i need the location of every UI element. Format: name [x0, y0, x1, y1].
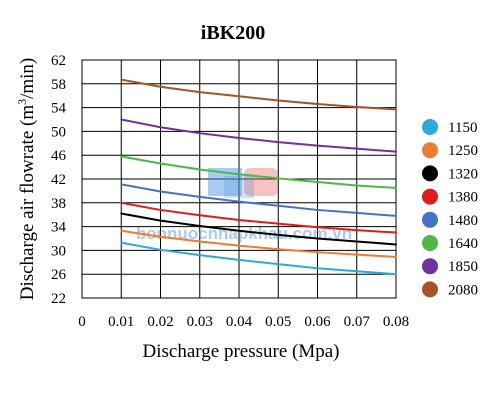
series-line-1150 — [120, 241, 397, 276]
series-lines — [120, 78, 397, 276]
y-tick-label: 62 — [51, 53, 66, 69]
y-tick-label: 38 — [51, 196, 66, 212]
x-tick-label: 0.02 — [147, 314, 173, 330]
legend-marker-1480 — [422, 211, 438, 228]
watermark-logo-icon — [208, 168, 278, 198]
y-tick-label: 58 — [51, 77, 66, 93]
legend-marker-1380 — [422, 188, 438, 205]
series-line-1320 — [120, 212, 397, 246]
x-tick-label: 0.01 — [108, 314, 134, 330]
legend-label-1150: 1150 — [448, 120, 477, 136]
x-tick-label: 0 — [78, 314, 86, 330]
legend-label-2080: 2080 — [448, 282, 478, 298]
x-tick-label: 0.03 — [187, 314, 213, 330]
y-tick-label: 26 — [51, 267, 67, 283]
series-line-1380 — [120, 201, 397, 234]
legend-label-1640: 1640 — [448, 236, 478, 252]
legend-marker-1150 — [422, 119, 438, 135]
legend-marker-1640 — [422, 235, 438, 251]
y-tick-label: 50 — [51, 124, 66, 140]
x-tick-labels: 0 0.01 0.02 0.03 0.04 0.05 0.06 0.07 0.08 — [78, 314, 409, 330]
y-tick-label: 34 — [51, 220, 67, 236]
legend-label-1320: 1320 — [448, 166, 478, 182]
chart-title: iBK200 — [201, 22, 265, 44]
legend: 1150 1250 1320 1380 1480 1640 1850 2080 — [422, 119, 478, 298]
y-tick-label: 42 — [51, 172, 66, 188]
y-tick-label: 22 — [51, 291, 66, 307]
legend-label-1480: 1480 — [448, 213, 478, 229]
series-line-1250 — [120, 229, 397, 258]
x-axis-title: Discharge pressure (Mpa) — [143, 341, 340, 362]
x-tick-label: 0.04 — [226, 314, 253, 330]
x-tick-label: 0.06 — [304, 314, 331, 330]
y-axis-title: Discharge air flowrate (m3/min) — [15, 58, 38, 301]
series-line-1480 — [120, 183, 397, 217]
legend-marker-1320 — [422, 165, 438, 182]
legend-label-1380: 1380 — [448, 190, 478, 206]
legend-marker-1850 — [422, 258, 438, 275]
y-tick-labels: 22 26 30 34 38 42 46 50 54 58 62 — [51, 53, 67, 307]
legend-label-1250: 1250 — [448, 143, 478, 159]
y-tick-label: 54 — [51, 101, 67, 117]
watermark: bonnuocnhapkhau.com.vn — [136, 168, 352, 243]
y-tick-label: 30 — [51, 243, 66, 259]
legend-marker-2080 — [422, 281, 438, 298]
series-line-1850 — [120, 118, 397, 153]
y-tick-label: 46 — [51, 148, 67, 164]
x-tick-label: 0.07 — [344, 314, 371, 330]
series-line-1640 — [120, 155, 397, 189]
legend-marker-1250 — [422, 142, 438, 159]
x-tick-label: 0.05 — [265, 314, 291, 330]
legend-label-1850: 1850 — [448, 259, 478, 275]
x-tick-label: 0.08 — [383, 314, 409, 330]
series-line-2080 — [120, 78, 397, 111]
watermark-text: bonnuocnhapkhau.com.vn — [136, 224, 352, 243]
